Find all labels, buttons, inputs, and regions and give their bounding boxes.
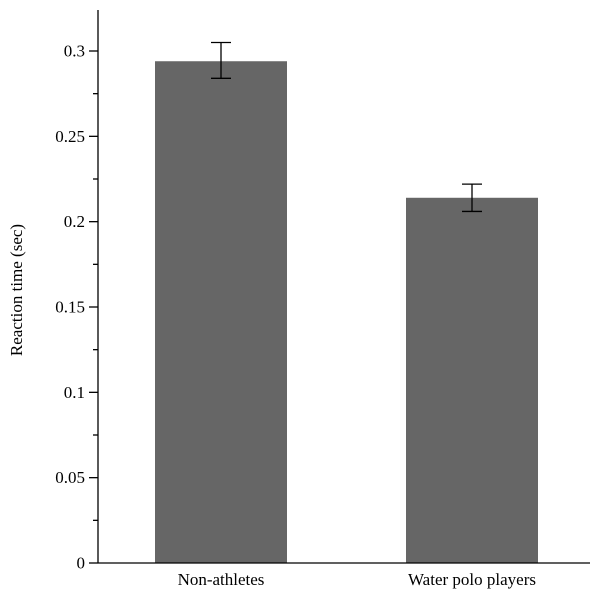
bar-1 — [406, 197, 538, 564]
error-bar-0 — [211, 41, 231, 79]
y-tick-label: 0 — [77, 554, 86, 573]
y-tick-label: 0.3 — [64, 42, 85, 61]
error-bar-1 — [462, 183, 482, 213]
y-tick-label: 0.05 — [55, 468, 85, 487]
bars-layer — [155, 61, 538, 564]
x-tick-label: Non-athletes — [178, 570, 265, 589]
y-axis-label: Reaction time (sec) — [7, 224, 26, 356]
y-tick-label: 0.1 — [64, 383, 85, 402]
y-tick-label: 0.2 — [64, 212, 85, 231]
x-tick-label: Water polo players — [408, 570, 536, 589]
y-tick-label: 0.15 — [55, 298, 85, 317]
axis-layer: 0 0.05 0.1 0.15 0.2 0.25 0.3 Non-athletes Water … — [55, 10, 590, 589]
bar-0 — [155, 61, 287, 564]
error-bars-layer — [211, 41, 482, 213]
y-tick-label: 0.25 — [55, 127, 85, 146]
